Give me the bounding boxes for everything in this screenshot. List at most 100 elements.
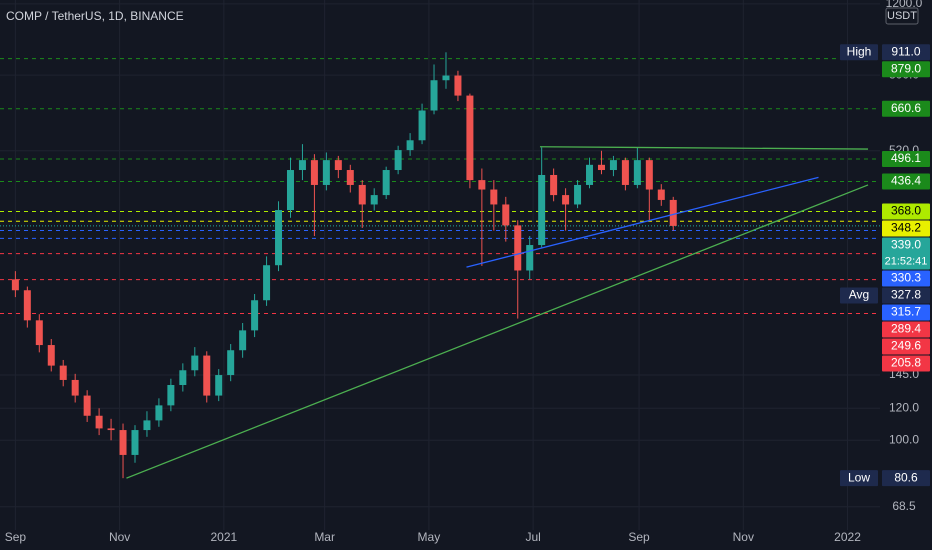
price-label: 339.0 [891,238,921,252]
tag-box [840,287,878,304]
price-label: 330.3 [891,271,921,285]
x-tick-label: Sep [628,530,650,544]
price-label: 205.8 [891,356,921,370]
x-tick-label: 2021 [210,530,237,544]
tag: Avg [849,288,869,302]
currency[interactable]: USDT [887,10,917,22]
x-tick-label: Jul [525,530,540,544]
currency-box[interactable] [885,7,919,25]
candle-body [95,415,103,429]
chart-title: COMP / TetherUS, 1D, BINANCE [6,9,184,23]
candle-body [550,174,558,196]
candle-body [215,375,223,396]
marks [11,52,869,479]
price-label-box [882,173,930,190]
price-label-box [882,304,930,321]
candle-body [119,430,127,455]
candle-body [597,164,605,171]
candle-body [83,395,91,416]
candle-body [11,279,19,291]
y-tick-label: 120.0 [889,400,919,414]
candle-body [167,385,175,406]
y-tick-label: 1200.0 [886,0,923,10]
candle-body [358,184,366,205]
y-tick-label: 100.0 [889,432,919,446]
candle-body [143,420,151,431]
price-label: 80.6 [894,470,918,484]
candle-body [430,80,438,111]
price-label-box [882,44,930,61]
x-tick-label: Mar [314,530,335,544]
trend-line [539,146,869,150]
candle-body [322,160,330,185]
candle-body [454,75,462,96]
price-label-box [882,355,930,372]
candle-body [71,379,79,396]
candle-body [155,405,163,421]
tag-box [840,470,878,487]
candle-body [370,195,378,205]
candle-body [131,430,139,455]
candle-body [574,184,582,205]
price-label-box [882,287,930,304]
candle-body [310,160,318,185]
price-label: 496.1 [891,151,921,165]
countdown: 21:52:41 [885,255,928,267]
trend-line [126,184,869,479]
candle-body [406,140,414,151]
candle-body [227,350,235,376]
price-label: 368.0 [891,204,921,218]
candle-body [394,150,402,171]
candle-body [418,110,426,141]
x-tick-label: Sep [5,530,27,544]
candle-body [645,160,653,190]
price-label-box [882,470,930,487]
price-label-box [882,237,930,270]
price-label: 911.0 [891,44,920,58]
candle-body [562,195,570,205]
x-tick-label: 2022 [834,530,861,544]
candle-body [490,189,498,205]
candle-body [298,160,306,171]
candle-body [59,365,67,380]
candle-body [442,75,450,81]
price-label: 289.4 [891,322,921,336]
price-label: 660.6 [891,101,921,115]
candle-body [275,210,283,266]
candle-body [633,160,641,185]
candle-body [502,204,510,226]
candle-body [478,180,486,190]
candle-body [286,170,294,211]
axis: 1200.0800.0520.0145.0120.0100.068.5SepNo… [5,0,930,544]
candle-body [586,164,594,185]
x-tick-label: May [418,530,441,544]
tag-box [840,44,878,61]
candle-body [263,265,271,301]
price-label-box [882,321,930,338]
candle-body [47,345,55,366]
candle-body [346,170,354,185]
candle-body [191,355,199,371]
x-tick-label: Nov [733,530,754,544]
x-tick-label: Nov [109,530,130,544]
trend-line [466,176,819,268]
candle-body [621,160,629,185]
candle-body [514,225,522,271]
tag: High [847,44,872,58]
candle-body [669,199,677,226]
price-label-box [882,338,930,355]
candle-body [657,189,665,200]
candle-body [251,300,259,331]
candle-body [526,245,534,271]
candle-body [382,170,390,196]
candle-body [23,290,31,321]
candle-body [609,160,617,171]
candle-body [179,370,187,386]
candle-body [203,355,211,396]
price-label-box [882,100,930,117]
candle-body [466,95,474,181]
price-label-box [882,270,930,287]
